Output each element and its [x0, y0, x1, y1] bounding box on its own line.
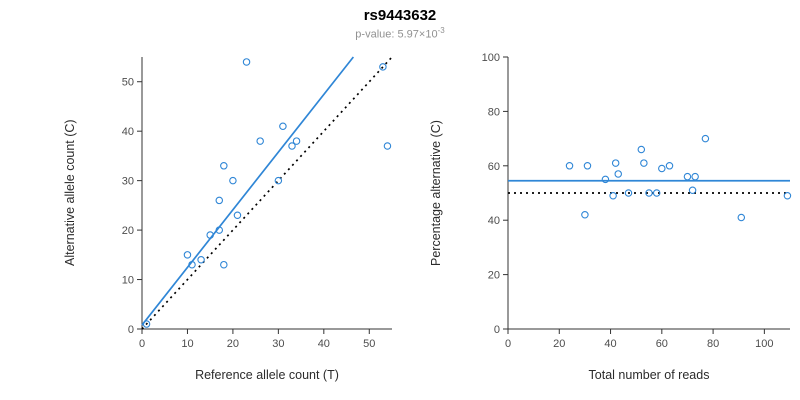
right-x-axis-label: Total number of reads — [588, 367, 710, 382]
x-tick-label: 10 — [181, 338, 193, 350]
y-tick-label: 20 — [122, 225, 134, 237]
data-point — [142, 319, 151, 328]
data-point — [220, 260, 228, 269]
data-point — [215, 196, 224, 204]
data-point — [737, 213, 746, 221]
allele-count-scatter-svg: 0 10 20 30 40 50 0 10 20 30 40 50 — [122, 56, 393, 350]
y-tick-label: 50 — [122, 76, 134, 88]
data-point — [215, 225, 224, 234]
data-point — [645, 188, 653, 197]
page-title: rs9443632 — [363, 7, 437, 24]
x-tick-label: 60 — [656, 338, 668, 350]
x-tick-label: 40 — [318, 338, 330, 350]
x-tick-label: 80 — [707, 338, 719, 350]
data-point — [288, 141, 296, 150]
y-tick-label: 0 — [494, 324, 500, 336]
data-point — [601, 175, 610, 183]
data-point — [688, 186, 697, 194]
data-point — [292, 136, 301, 145]
y-tick-label: 60 — [488, 160, 500, 172]
data-point — [640, 158, 648, 167]
p-value-label: p-value: 5.97×10-3 — [0, 26, 800, 41]
data-point — [279, 122, 287, 130]
x-tick-label: 40 — [604, 338, 616, 350]
charts-row: Alternative allele count (C) 0 10 20 30 40 50… — [0, 47, 800, 384]
y-tick-label: 100 — [482, 52, 500, 64]
identity-line — [141, 56, 393, 330]
data-point — [220, 161, 228, 170]
p-value-exponent: -3 — [437, 26, 445, 35]
data-point — [683, 172, 692, 181]
left-x-axis-label: Reference allele count (T) — [195, 367, 339, 382]
data-point — [197, 255, 205, 264]
data-point — [624, 188, 633, 197]
data-point — [383, 141, 392, 150]
data-point — [183, 250, 192, 259]
x-tick-label: 20 — [553, 338, 565, 350]
data-point — [256, 136, 264, 145]
data-point — [233, 211, 242, 219]
x-tick-label: 0 — [139, 338, 145, 350]
y-tick-label: 30 — [122, 175, 134, 187]
data-point — [701, 134, 710, 143]
x-tick-label: 100 — [755, 338, 773, 350]
data-point — [658, 164, 666, 172]
x-tick-label: 0 — [505, 338, 511, 350]
data-point — [583, 161, 592, 170]
y-tick-label: 40 — [122, 126, 134, 138]
fit-line — [141, 56, 355, 326]
data-point — [242, 57, 251, 66]
data-point — [665, 161, 674, 170]
data-point — [611, 158, 620, 167]
x-tick-label: 50 — [363, 338, 375, 350]
allele-count-scatter-chart: Alternative allele count (C) 0 10 20 30 40 50… — [58, 47, 404, 384]
data-point — [609, 191, 617, 200]
data-point — [637, 145, 646, 153]
data-point — [783, 191, 792, 200]
data-point — [581, 210, 589, 219]
data-point — [206, 230, 214, 239]
data-point — [379, 62, 387, 71]
percentage-scatter-svg: 0 20 40 60 80 100 0 20 40 60 80 100 — [482, 52, 792, 350]
y-tick-label: 10 — [122, 274, 134, 286]
y-tick-label: 20 — [488, 269, 500, 281]
data-point — [614, 169, 622, 178]
data-point — [229, 176, 237, 185]
percentage-scatter-chart: Percentage alternative (C) 0 20 40 60 80 100 0… — [424, 47, 800, 384]
y-tick-label: 0 — [128, 324, 134, 336]
data-point — [565, 161, 574, 170]
data-point — [274, 176, 283, 185]
left-y-axis-label: Alternative allele count (C) — [63, 119, 77, 266]
right-y-axis-label: Percentage alternative (C) — [429, 119, 443, 266]
x-tick-label: 30 — [272, 338, 284, 350]
plot-header: rs9443632 p-value: 5.97×10-3 — [0, 0, 800, 41]
y-tick-label: 80 — [488, 106, 500, 118]
y-tick-label: 40 — [488, 215, 500, 227]
x-tick-label: 20 — [227, 338, 239, 350]
data-point — [691, 172, 699, 181]
data-point — [652, 188, 661, 197]
data-point — [188, 260, 196, 269]
p-value-text: p-value: 5.97×10 — [355, 28, 438, 41]
